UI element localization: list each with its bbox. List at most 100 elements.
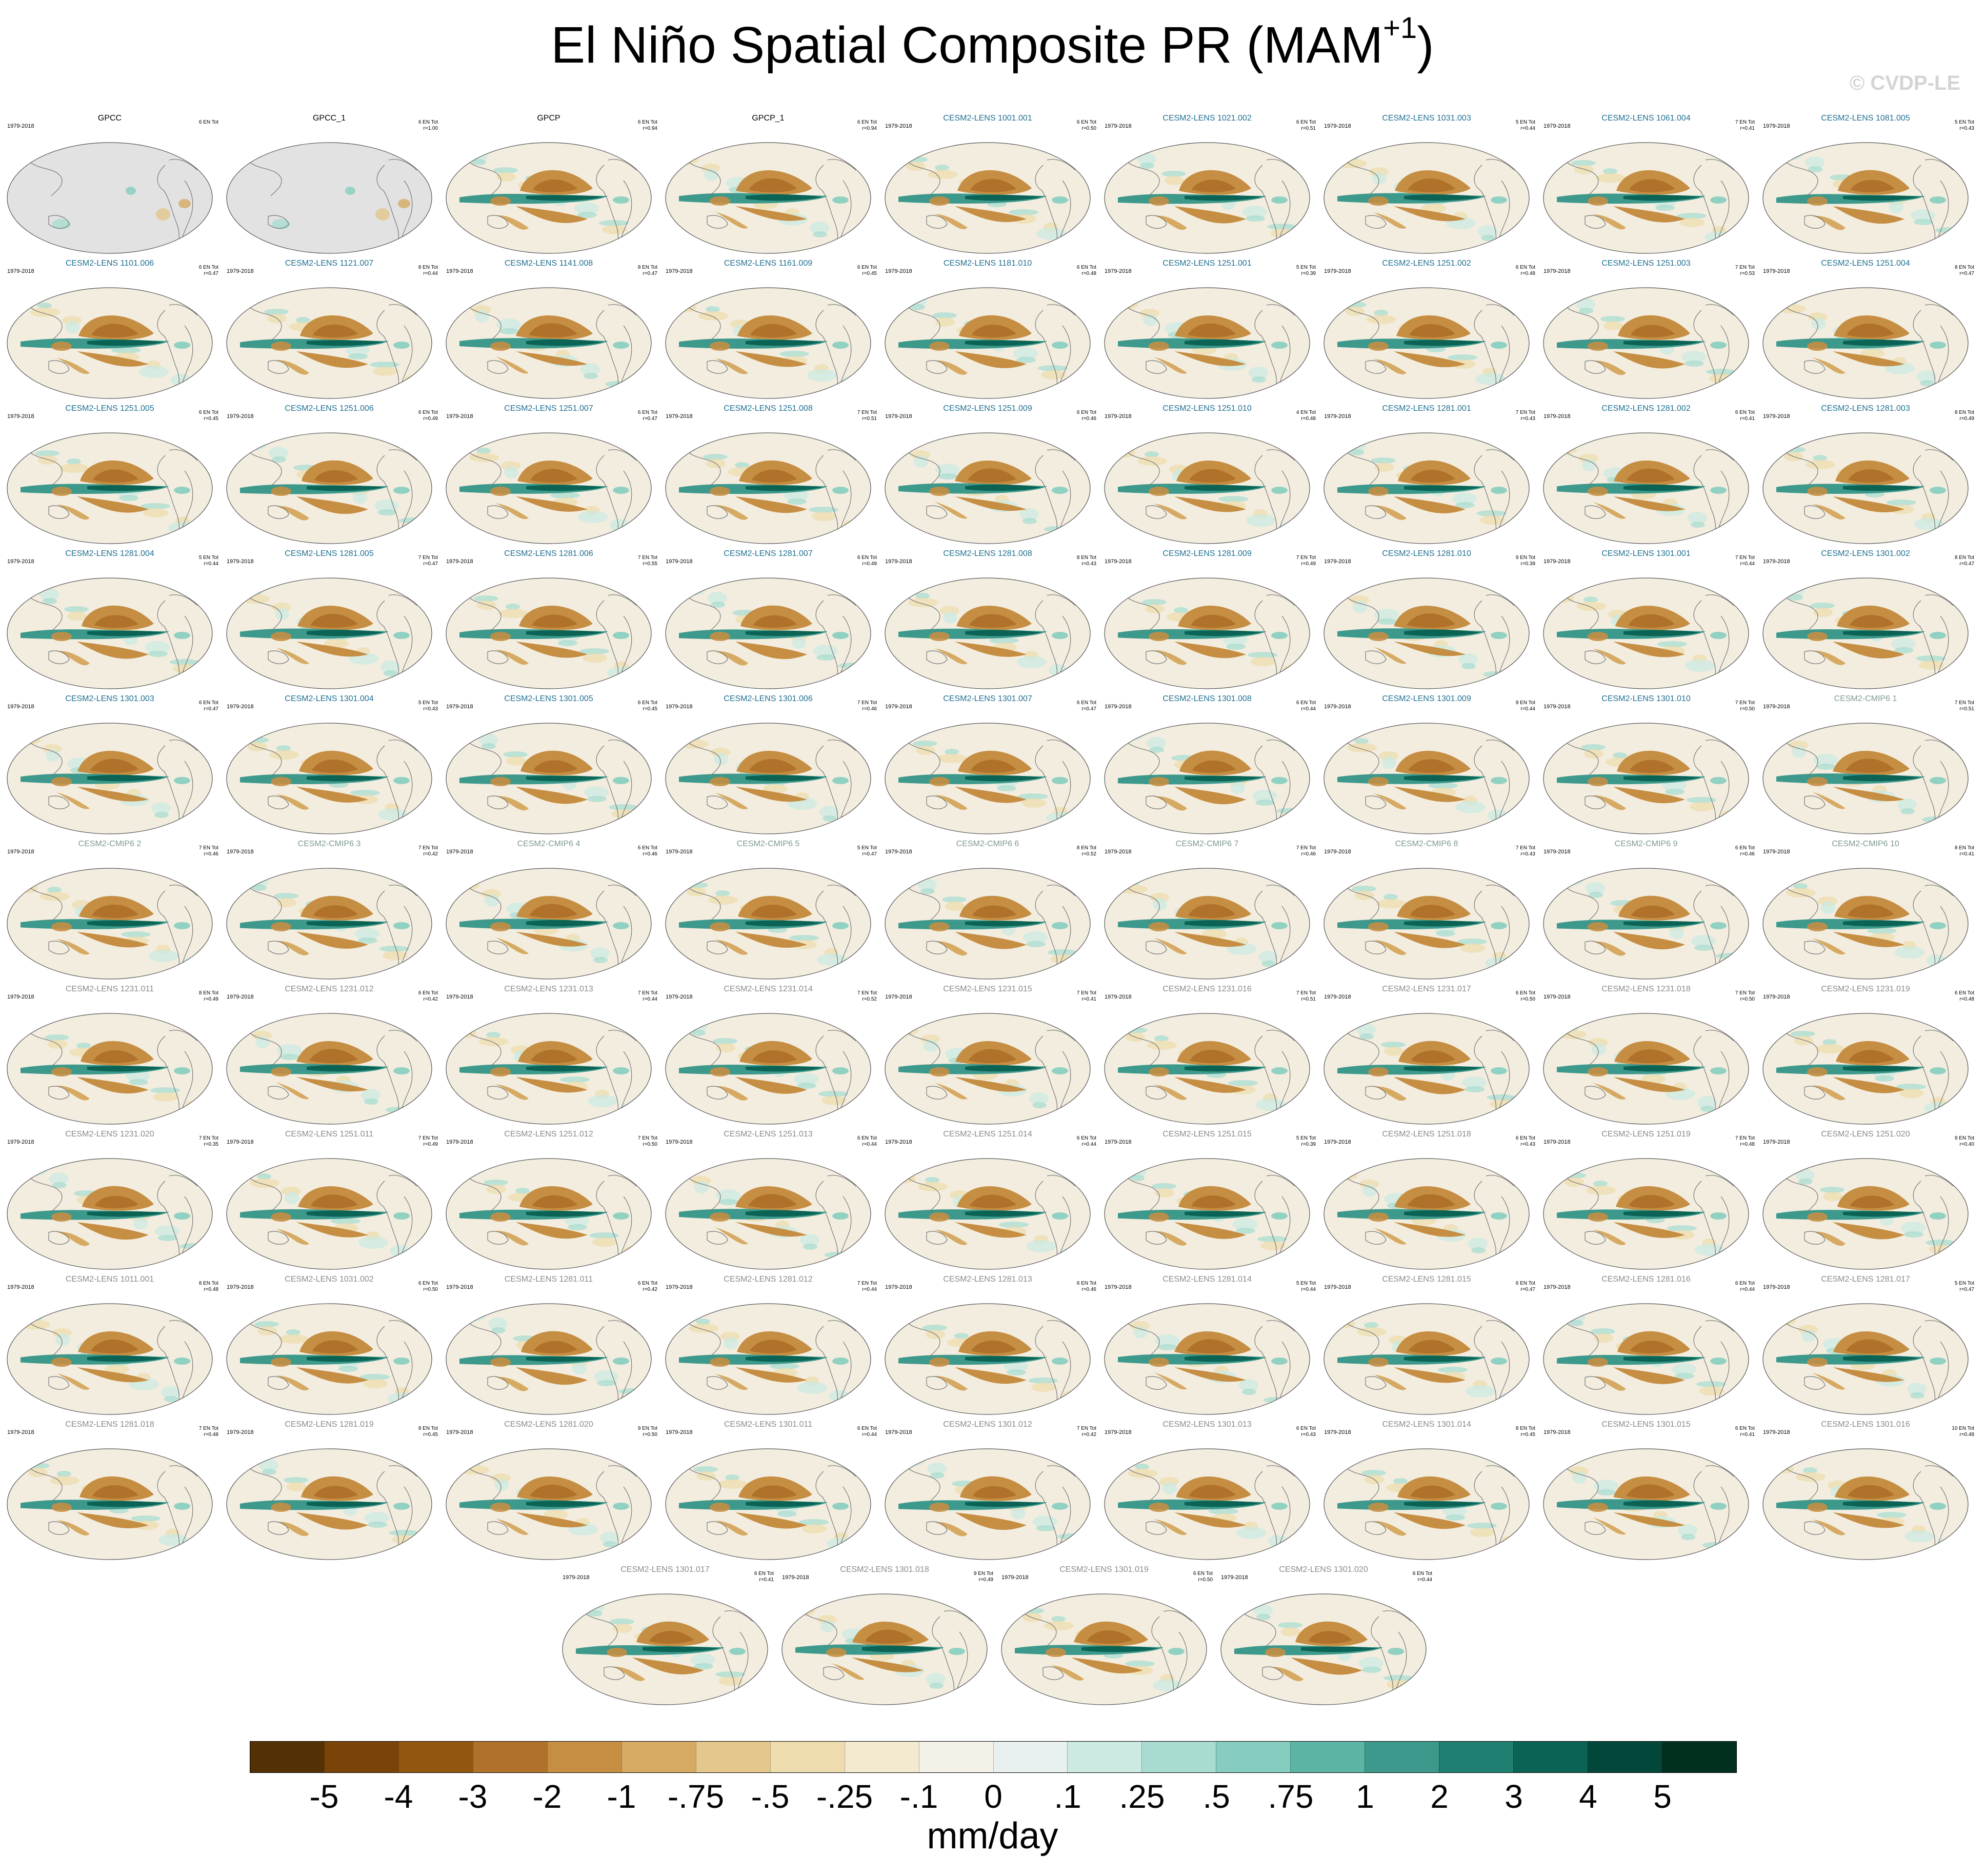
map-field bbox=[1543, 1449, 1749, 1560]
map-field bbox=[1324, 143, 1529, 253]
panel-stats: 9 EN Tot r=0.50 bbox=[637, 1426, 657, 1438]
panel-title: CESM2-LENS 1281.002 bbox=[1601, 404, 1691, 413]
world-map bbox=[226, 142, 432, 254]
panel-title: CESM2-LENS 1301.007 bbox=[943, 694, 1032, 703]
map-outline bbox=[226, 1448, 432, 1560]
colorbar-swatch bbox=[250, 1742, 324, 1772]
map-outline bbox=[885, 723, 1091, 834]
colorbar-swatch bbox=[1216, 1742, 1291, 1772]
panel-stats: 7 EN Tot r=0.49 bbox=[418, 1135, 438, 1147]
map-panel: CESM2-LENS 1301.015 1979-2018 6 EN Tot r=0… bbox=[1536, 1420, 1756, 1566]
panel-title: CESM2-LENS 1301.017 bbox=[620, 1565, 710, 1574]
panel-stats: 7 EN Tot r=0.44 bbox=[637, 990, 657, 1002]
map-field bbox=[1543, 143, 1749, 253]
map-panel: CESM2-LENS 1251.015 1979-2018 5 EN Tot r=0… bbox=[1097, 1130, 1317, 1276]
panel-title: CESM2-LENS 1281.007 bbox=[724, 549, 813, 558]
map-field bbox=[1324, 1159, 1529, 1269]
map-field bbox=[1763, 288, 1968, 398]
world-map bbox=[665, 1303, 871, 1415]
map-field bbox=[1105, 1449, 1310, 1560]
map-field bbox=[1324, 288, 1529, 398]
world-map bbox=[1762, 1013, 1969, 1125]
map-panel: CESM2-LENS 1251.012 1979-2018 7 EN Tot r=0… bbox=[439, 1130, 658, 1276]
panel-title: CESM2-LENS 1281.006 bbox=[504, 549, 593, 558]
world-map bbox=[1543, 287, 1749, 399]
world-map bbox=[226, 1013, 432, 1125]
panel-stats: 6 EN Tot r=0.44 bbox=[1296, 700, 1316, 712]
panel-years: 1979-2018 bbox=[1105, 1429, 1132, 1435]
map-panel: CESM2-LENS 1301.019 1979-2018 6 EN Tot r=0… bbox=[994, 1565, 1214, 1711]
panel-years: 1979-2018 bbox=[1324, 1139, 1351, 1145]
map-field bbox=[7, 1304, 212, 1414]
map-panel: CESM2-LENS 1251.014 1979-2018 6 EN Tot r=0… bbox=[878, 1130, 1097, 1276]
panel-stats: 6 EN Tot r=0.48 bbox=[1076, 265, 1096, 276]
panel-stats: 5 EN Tot r=0.39 bbox=[1296, 265, 1316, 276]
panel-title: CESM2-LENS 1231.020 bbox=[65, 1130, 154, 1139]
map-panel: CESM2-LENS 1251.001 1979-2018 5 EN Tot r=0… bbox=[1097, 259, 1317, 405]
panel-years: 1979-2018 bbox=[446, 994, 473, 1000]
map-outline bbox=[7, 287, 213, 399]
panel-title: CESM2-LENS 1061.004 bbox=[1601, 114, 1691, 123]
map-outline bbox=[446, 1303, 652, 1415]
world-map bbox=[226, 1158, 432, 1270]
map-field bbox=[1763, 723, 1968, 834]
map-panel: CESM2-LENS 1251.011 1979-2018 7 EN Tot r=0… bbox=[219, 1130, 439, 1276]
map-outline bbox=[226, 287, 432, 399]
panel-stats: 5 EN Tot r=0.39 bbox=[1296, 1135, 1316, 1147]
colorbar-label: 1 bbox=[1356, 1778, 1374, 1815]
map-field bbox=[227, 578, 432, 689]
world-map bbox=[665, 1013, 871, 1125]
colorbar-swatch bbox=[695, 1742, 770, 1772]
map-panel: CESM2-LENS 1251.003 1979-2018 7 EN Tot r=0… bbox=[1536, 259, 1756, 405]
panel-title: CESM2-LENS 1281.019 bbox=[285, 1420, 374, 1429]
panel-years: 1979-2018 bbox=[782, 1574, 809, 1581]
map-field bbox=[885, 1449, 1090, 1560]
map-outline bbox=[885, 1448, 1091, 1560]
world-map bbox=[1104, 1013, 1310, 1125]
map-outline bbox=[885, 432, 1091, 544]
map-field bbox=[1105, 143, 1310, 253]
world-map bbox=[446, 432, 652, 544]
colorbar-swatch bbox=[844, 1742, 919, 1772]
map-field bbox=[666, 1013, 871, 1124]
panel-title: CESM2-LENS 1301.020 bbox=[1279, 1565, 1368, 1574]
panel-title: CESM2-LENS 1281.015 bbox=[1382, 1275, 1471, 1284]
map-panel: CESM2-LENS 1231.015 1979-2018 7 EN Tot r=0… bbox=[878, 985, 1097, 1131]
panel-title: CESM2-LENS 1281.013 bbox=[943, 1275, 1032, 1284]
panel-title: CESM2-LENS 1251.001 bbox=[1162, 259, 1252, 268]
map-outline bbox=[1324, 142, 1530, 254]
panel-stats: 8 EN Tot r=0.47 bbox=[1954, 265, 1974, 276]
panel-stats: 7 EN Tot r=0.44 bbox=[1735, 555, 1755, 567]
map-field bbox=[885, 433, 1090, 544]
map-field bbox=[1763, 1304, 1968, 1414]
map-panel: CESM2-CMIP6 1 1979-2018 7 EN Tot r=0.51 bbox=[1756, 694, 1975, 841]
map-field bbox=[446, 433, 651, 544]
panel-title: CESM2-CMIP6 4 bbox=[517, 840, 580, 848]
panel-years: 1979-2018 bbox=[7, 413, 34, 420]
map-outline bbox=[665, 1158, 871, 1270]
world-map bbox=[7, 1303, 213, 1415]
map-outline bbox=[1220, 1593, 1427, 1705]
panel-title: CESM2-LENS 1251.013 bbox=[724, 1130, 813, 1139]
panel-years: 1979-2018 bbox=[1763, 558, 1790, 565]
map-panel: CESM2-LENS 1301.009 1979-2018 9 EN Tot r=0… bbox=[1317, 694, 1536, 841]
figure-title: El Niño Spatial Composite PR (MAM+1) bbox=[0, 13, 1985, 76]
map-outline bbox=[446, 577, 652, 689]
world-map bbox=[7, 1448, 213, 1560]
map-outline bbox=[1762, 1448, 1969, 1560]
map-panel: CESM2-LENS 1251.010 1979-2018 4 EN Tot r=0… bbox=[1097, 404, 1317, 550]
map-field bbox=[7, 868, 212, 979]
world-map bbox=[1104, 142, 1310, 254]
world-map bbox=[446, 868, 652, 980]
panel-years: 1979-2018 bbox=[666, 1139, 693, 1145]
colorbar-label: -4 bbox=[384, 1778, 413, 1815]
panel-years: 1979-2018 bbox=[1763, 1139, 1790, 1145]
map-panel: CESM2-CMIP6 3 1979-2018 7 EN Tot r=0.42 bbox=[219, 840, 439, 986]
map-field bbox=[563, 1594, 768, 1705]
world-map bbox=[885, 1013, 1091, 1125]
map-field bbox=[227, 723, 432, 834]
map-outline bbox=[885, 868, 1091, 980]
panel-stats: 7 EN Tot r=0.42 bbox=[418, 845, 438, 857]
colorbar-label: -2 bbox=[532, 1778, 562, 1815]
